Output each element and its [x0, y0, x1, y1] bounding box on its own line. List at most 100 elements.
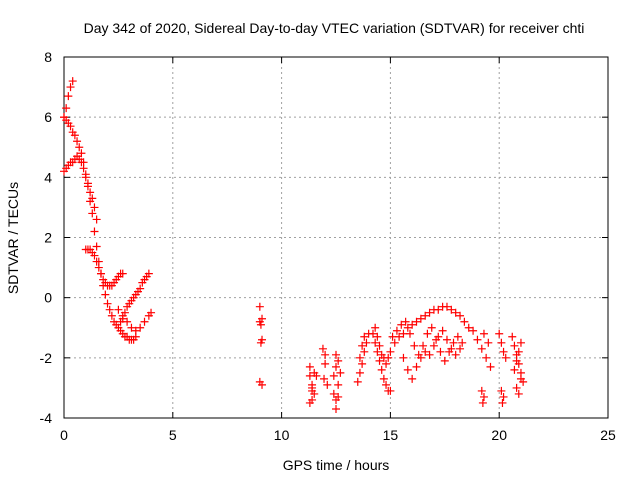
data-point-marker	[92, 257, 101, 266]
data-point-marker	[321, 350, 330, 359]
data-point-marker	[127, 323, 136, 332]
data-point-marker	[516, 374, 525, 383]
data-point-marker	[258, 380, 267, 389]
data-point-marker	[516, 338, 525, 347]
data-point-marker	[458, 338, 467, 347]
data-point-marker	[305, 362, 314, 371]
data-point-marker	[410, 341, 419, 350]
y-tick-label: 2	[44, 230, 52, 246]
data-point-marker	[68, 77, 77, 86]
data-point-marker	[136, 323, 145, 332]
data-point-marker	[382, 380, 391, 389]
data-point-marker	[401, 317, 410, 326]
data-point-marker	[510, 341, 519, 350]
data-point-marker	[371, 323, 380, 332]
series-arc-1-end	[114, 305, 156, 335]
data-point-marker	[312, 371, 321, 380]
data-point-marker	[399, 353, 408, 362]
data-point-marker	[514, 389, 523, 398]
data-point-marker	[79, 164, 88, 173]
data-point-marker	[308, 383, 317, 392]
data-point-marker	[477, 386, 486, 395]
series-arc-13	[495, 329, 510, 407]
data-point-marker	[256, 338, 265, 347]
series-arc-2	[255, 302, 267, 389]
data-point-marker	[447, 344, 456, 353]
y-tick-label: 8	[44, 49, 52, 65]
data-point-marker	[514, 347, 523, 356]
data-point-marker	[377, 365, 386, 374]
data-point-marker	[256, 320, 265, 329]
data-point-marker	[392, 326, 401, 335]
data-point-marker	[131, 326, 140, 335]
data-point-marker	[484, 338, 493, 347]
data-point-marker	[438, 326, 447, 335]
data-point-marker	[451, 350, 460, 359]
data-point-marker	[403, 323, 412, 332]
series-arc-4	[318, 344, 332, 389]
data-point-marker	[318, 344, 327, 353]
data-point-marker	[83, 179, 92, 188]
data-point-marker	[416, 353, 425, 362]
data-point-marker	[456, 344, 465, 353]
data-point-marker	[478, 398, 487, 407]
x-tick-label: 25	[600, 427, 616, 443]
data-point-marker	[419, 341, 428, 350]
data-point-marker	[329, 389, 338, 398]
x-axis-label: GPS time / hours	[283, 457, 390, 473]
data-point-marker	[332, 404, 340, 413]
data-point-marker	[371, 338, 380, 347]
data-point-marker	[360, 347, 369, 356]
data-point-marker	[495, 329, 504, 338]
series-arc-1-lower	[60, 152, 101, 224]
data-point-marker	[90, 251, 99, 260]
data-point-marker	[66, 83, 75, 92]
data-point-marker	[498, 398, 507, 407]
series-arc-8	[386, 302, 473, 356]
data-point-marker	[355, 368, 364, 377]
data-point-marker	[440, 356, 449, 365]
data-point-marker	[88, 209, 97, 218]
series-arc-1-mid	[81, 245, 127, 290]
data-point-marker	[427, 323, 436, 332]
data-point-marker	[118, 311, 127, 320]
data-point-marker	[512, 383, 521, 392]
data-point-marker	[512, 356, 521, 365]
data-point-marker	[140, 317, 149, 326]
data-point-marker	[75, 143, 84, 152]
y-tick-labels: -4 -2 0 2 4 6 8	[40, 49, 53, 426]
data-point-marker	[368, 329, 377, 338]
data-point-marker	[94, 263, 103, 272]
series-arc-10	[399, 326, 465, 383]
chart-title: Day 342 of 2020, Sidereal Day-to-day VTE…	[84, 20, 585, 36]
data-point-marker	[390, 338, 399, 347]
x-tick-label: 0	[60, 427, 68, 443]
data-point-marker	[358, 359, 367, 368]
data-point-marker	[453, 332, 462, 341]
data-point-marker	[497, 338, 506, 347]
data-point-marker	[451, 308, 460, 317]
data-point-marker	[64, 92, 73, 101]
data-point-marker	[447, 305, 456, 314]
data-point-marker	[499, 392, 508, 401]
data-point-marker	[434, 332, 443, 341]
data-point-marker	[255, 302, 264, 311]
data-point-marker	[423, 329, 432, 338]
data-point-marker	[449, 338, 458, 347]
data-point-marker	[77, 158, 86, 167]
data-point-marker	[88, 194, 97, 203]
x-tick-label: 5	[169, 427, 177, 443]
data-point-marker	[379, 374, 388, 383]
data-point-marker	[469, 326, 478, 335]
data-point-marker	[479, 392, 488, 401]
data-point-marker	[358, 341, 367, 350]
data-point-marker	[442, 335, 451, 344]
data-point-marker	[497, 386, 506, 395]
data-point-marker	[107, 311, 116, 320]
data-point-marker	[403, 365, 412, 374]
data-point-marker	[101, 290, 110, 299]
data-point-marker	[373, 347, 382, 356]
data-point-marker	[408, 374, 417, 383]
